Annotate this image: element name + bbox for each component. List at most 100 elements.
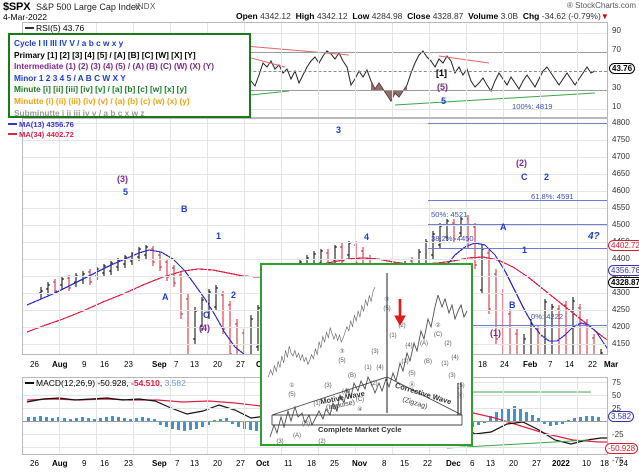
wave-label-minor-5-top: 5 xyxy=(441,96,447,106)
ma13-swatch xyxy=(8,123,17,125)
xb-27b: 27 xyxy=(532,459,541,468)
xtick-7: 7 xyxy=(174,360,179,369)
volume-label: Volume xyxy=(468,11,499,21)
macd-value-flag: -50.928 xyxy=(605,443,639,454)
high-value: 4342.12 xyxy=(316,11,348,21)
xb-13: 13 xyxy=(190,459,199,468)
rsi-value-flag: 43.76 xyxy=(609,63,636,74)
svg-text:(5): (5) xyxy=(383,306,390,312)
svg-text:(5): (5) xyxy=(288,392,295,398)
price-tick-4250: 4250 xyxy=(612,305,630,314)
fib-line-382 xyxy=(428,248,607,249)
price-tick-4750: 4750 xyxy=(612,135,630,144)
inset-diagram: (3) (A) (B) (2) ① (5) (1) (4) (3) (A) (B… xyxy=(267,273,468,444)
macd-tick-m75: -75 xyxy=(612,456,624,465)
xb-13b: 13 xyxy=(486,459,495,468)
svg-text:(4): (4) xyxy=(376,365,383,371)
macd-line-swatch xyxy=(25,382,34,384)
xtick-20: 20 xyxy=(213,360,222,369)
svg-text:⑤: ⑤ xyxy=(384,296,389,303)
legend-row-subminutte: Subminutte i ii iii iv v / a b c x w z xyxy=(14,107,145,118)
svg-text:④: ④ xyxy=(357,406,362,413)
quote-date: 4-Mar-2022 xyxy=(3,12,47,22)
xtick-mar: Mar xyxy=(604,360,619,369)
xb-nov: Nov xyxy=(352,459,368,468)
svg-text:Ⓐ: Ⓐ xyxy=(409,381,415,389)
xb-dec: Dec xyxy=(446,459,461,468)
xb-oct: Oct xyxy=(256,459,270,468)
ma34-swatch xyxy=(8,132,17,135)
legend-row-minutte: Minutte (i) (ii) (iii) (iv) (v) / (a) (b… xyxy=(14,95,190,106)
svg-text:Ⓒ: Ⓒ xyxy=(458,392,464,400)
legend-row-intermediate: Intermediate (1) (2) (3) (4) (5) / (A) (… xyxy=(14,61,215,72)
legend-row-primary: Primary [1] [2] [3] [4] [5] / [A] [B] [C… xyxy=(14,49,196,60)
wave-label-intermediate-5: (5) xyxy=(437,82,448,92)
svg-text:(B): (B) xyxy=(424,359,432,365)
fib-line-0 xyxy=(428,325,607,326)
rsi-tick-10: 10 xyxy=(612,102,621,111)
rsi-title: RSI(5) 43.76 xyxy=(25,23,84,33)
xb-18: 18 xyxy=(307,459,316,468)
xb-24: 24 xyxy=(619,459,628,468)
svg-text:(B): (B) xyxy=(302,421,310,427)
price-tick-4150: 4150 xyxy=(612,339,630,348)
moving-average-legend: MA(13) 4356.76 MA(34) 4402.72 xyxy=(8,120,74,139)
wave-label-minor-b-right: B xyxy=(509,300,516,310)
macd-tick-50: 50 xyxy=(612,391,621,400)
xtick-aug: Aug xyxy=(52,360,68,369)
rsi-line-swatch xyxy=(25,27,34,29)
xtick-22: 22 xyxy=(588,360,597,369)
wave-label-minor-2-right: 2 xyxy=(544,172,550,182)
xb-20: 20 xyxy=(213,459,222,468)
close-value: 4328.87 xyxy=(432,11,464,21)
wave-label-minor-4-question: 4? xyxy=(588,231,600,242)
price-tick-4300: 4300 xyxy=(612,288,630,297)
volume-value: 3.0B xyxy=(500,11,519,21)
xb-15: 15 xyxy=(400,459,409,468)
xb-6: 6 xyxy=(470,459,475,468)
xtick-26: 26 xyxy=(30,360,39,369)
wave-label-minor-1: 1 xyxy=(216,231,222,241)
xtick-16: 16 xyxy=(100,360,109,369)
source-attribution: ® StockCharts.com xyxy=(566,1,636,10)
fib-label-100: 100%: 4819 xyxy=(512,102,553,111)
svg-text:(3): (3) xyxy=(448,373,455,379)
open-label: Open xyxy=(236,11,258,21)
xb-27: 27 xyxy=(236,459,245,468)
chg-value: -34.62 (-0.79%) xyxy=(541,11,601,21)
svg-text:(5): (5) xyxy=(338,358,345,364)
svg-text:②: ② xyxy=(435,322,440,329)
svg-text:(2): (2) xyxy=(444,341,451,347)
xb-26: 26 xyxy=(30,459,39,468)
xb-9: 9 xyxy=(82,459,87,468)
xtick-24: 24 xyxy=(500,360,509,369)
svg-text:(4): (4) xyxy=(451,355,458,361)
fib-label-382: 38.2%: 4450 xyxy=(431,234,474,243)
wave-label-minor-a: A xyxy=(162,292,169,302)
wave-label-minor-b: B xyxy=(181,204,188,214)
legend-row-cycle: Cycle I II III IV V / a b c w x y xyxy=(14,38,124,48)
xb-11: 11 xyxy=(284,459,293,468)
svg-text:(5): (5) xyxy=(408,371,415,377)
fib-line-618 xyxy=(428,200,607,201)
close-price-flag: 4328.87 xyxy=(608,277,639,288)
xb-8: 8 xyxy=(382,459,387,468)
elliott-wave-degree-legend: Cycle I II III IV V / a b c w x y Primar… xyxy=(8,33,251,118)
svg-text:(2): (2) xyxy=(370,381,377,387)
svg-text:(A): (A) xyxy=(342,389,350,395)
wave-label-minor-5: 5 xyxy=(123,187,129,197)
rsi-tick-30: 30 xyxy=(612,83,621,92)
xtick-9: 9 xyxy=(82,360,87,369)
price-tick-4550: 4550 xyxy=(612,203,630,212)
macd-tick-m25: -25 xyxy=(612,430,624,439)
xtick-13: 13 xyxy=(190,360,199,369)
exchange-label: INDX xyxy=(135,2,156,11)
price-tick-4650: 4650 xyxy=(612,169,630,178)
svg-text:(C): (C) xyxy=(434,332,442,338)
xtick-14: 14 xyxy=(565,360,574,369)
wave-label-minor-3: 3 xyxy=(336,125,342,135)
wave-label-intermediate-2: (2) xyxy=(516,158,527,168)
wave-label-intermediate-3: (3) xyxy=(117,174,128,184)
ticker-symbol: $SPX xyxy=(3,1,31,13)
high-label: High xyxy=(295,11,315,21)
